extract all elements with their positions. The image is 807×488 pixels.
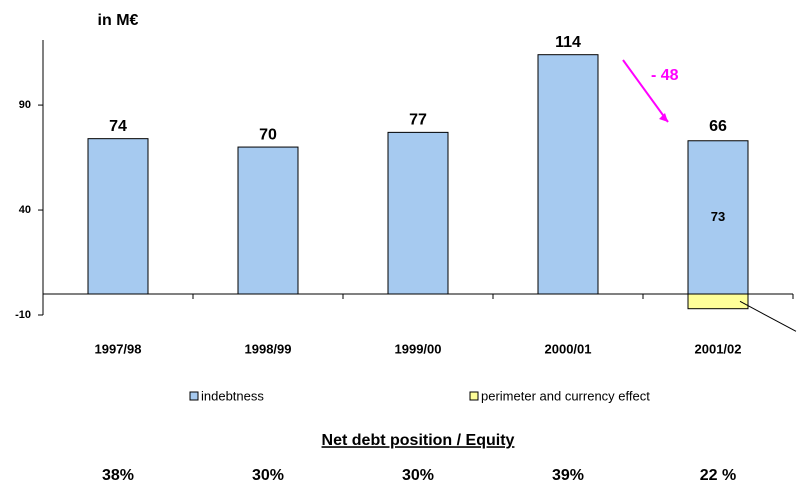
bar [687, 293, 749, 310]
bar [387, 131, 449, 295]
ratio-value: 38% [102, 467, 134, 484]
y-axis-title: in M€ [98, 12, 139, 29]
data-label: 114 [555, 34, 581, 51]
data-label: 73 [711, 209, 725, 224]
change-arrow [622, 59, 669, 123]
y-tick-label: 40 [19, 204, 31, 216]
total-label: 66 [709, 118, 727, 135]
legend-swatch [469, 391, 479, 401]
legend-label: indebtness [201, 388, 264, 403]
bar [237, 146, 299, 295]
bar [687, 140, 749, 295]
data-label: 77 [409, 112, 427, 129]
ratio-value: 30% [402, 467, 434, 484]
ratio-title: Net debt position / Equity [322, 432, 515, 449]
ratio-value: 22 % [700, 467, 736, 484]
y-tick-label: -10 [15, 309, 31, 321]
bar [87, 138, 149, 295]
legend-label: perimeter and currency effect [481, 388, 650, 403]
leader-line [739, 300, 797, 332]
x-tick-label: 2000/01 [545, 341, 592, 356]
y-tick-label: 90 [19, 99, 31, 111]
change-label: - 48 [651, 67, 679, 84]
x-tick-label: 1999/00 [395, 341, 442, 356]
data-label: 70 [259, 126, 277, 143]
x-tick-label: 1997/98 [95, 341, 142, 356]
data-label: 74 [109, 118, 127, 135]
bar [537, 54, 599, 295]
x-tick-label: 2001/02 [695, 341, 742, 356]
x-tick-label: 1998/99 [245, 341, 292, 356]
ratio-value: 39% [552, 467, 584, 484]
change-arrowhead [659, 113, 668, 122]
legend-swatch [189, 391, 199, 401]
ratio-value: 30% [252, 467, 284, 484]
